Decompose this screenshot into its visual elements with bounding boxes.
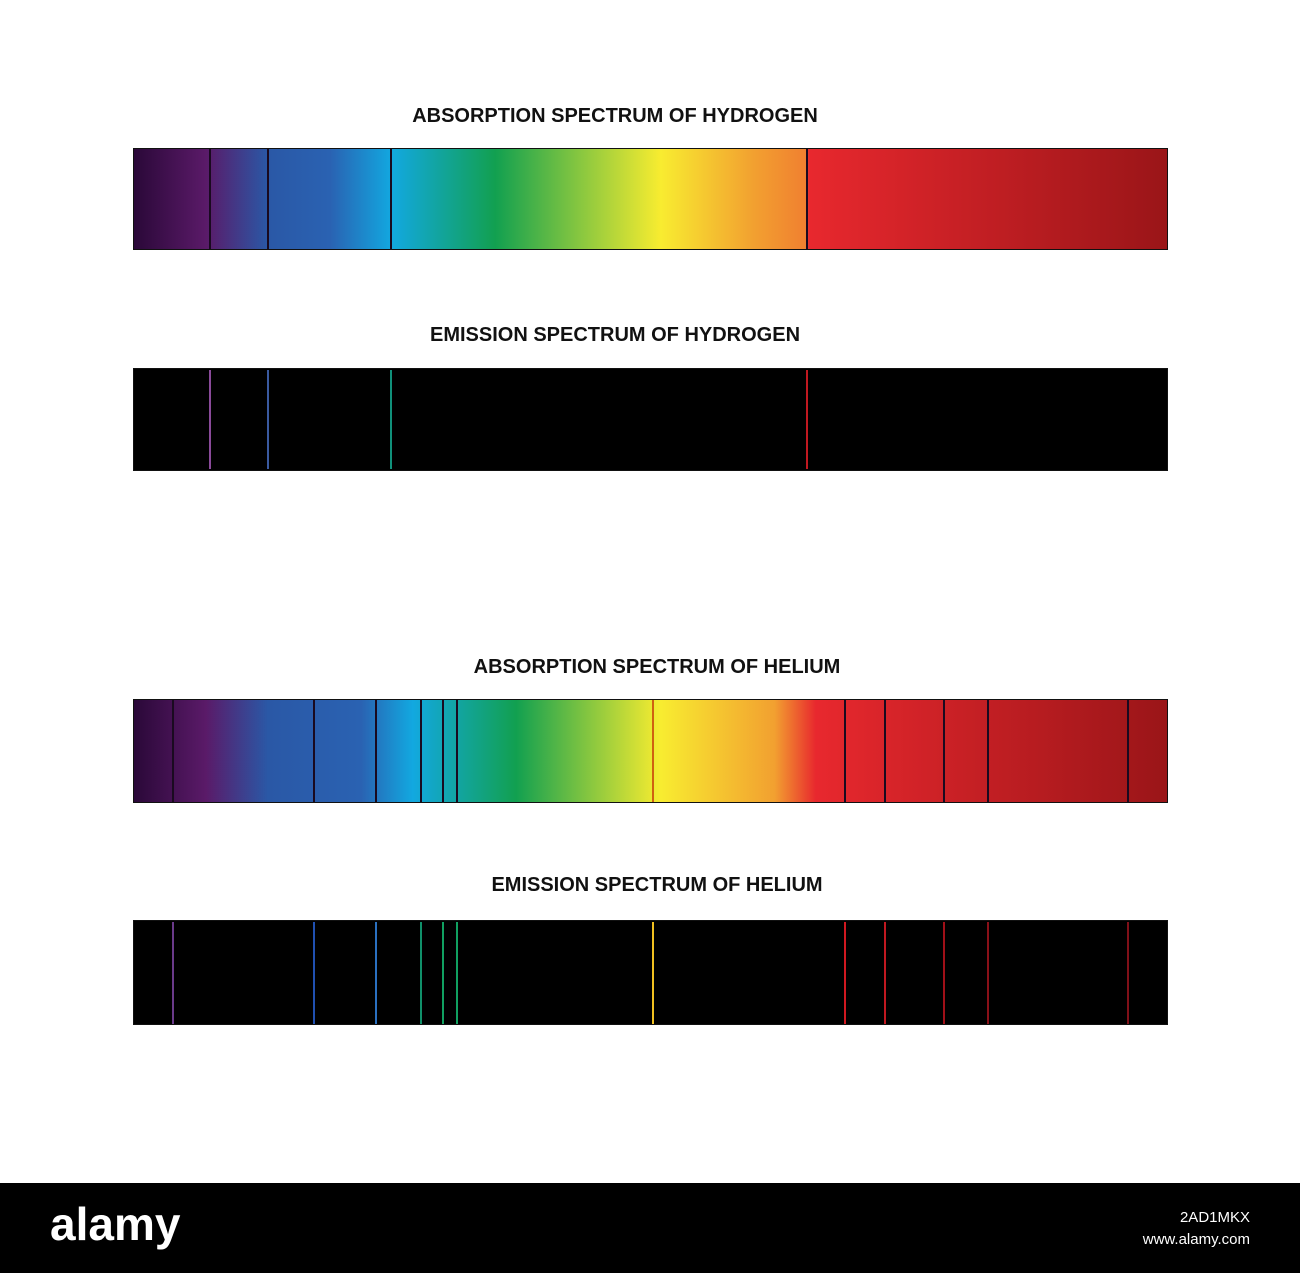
panel-title: EMISSION SPECTRUM OF HELIUM [491, 874, 822, 896]
panel-title: ABSORPTION SPECTRUM OF HYDROGEN [412, 105, 818, 127]
image-id: 2AD1MKX [1180, 1209, 1250, 1226]
panel-title: ABSORPTION SPECTRUM OF HELIUM [474, 656, 841, 678]
logo: alamy [50, 1198, 181, 1250]
spectrum-bar [133, 368, 1168, 471]
footer-bar [0, 1183, 1300, 1273]
spectrum-bar [133, 920, 1168, 1025]
spectrum-bar [133, 699, 1168, 803]
panel-title: EMISSION SPECTRUM OF HYDROGEN [430, 324, 800, 346]
spectrum-bar [133, 148, 1168, 250]
url: www.alamy.com [1142, 1231, 1250, 1248]
